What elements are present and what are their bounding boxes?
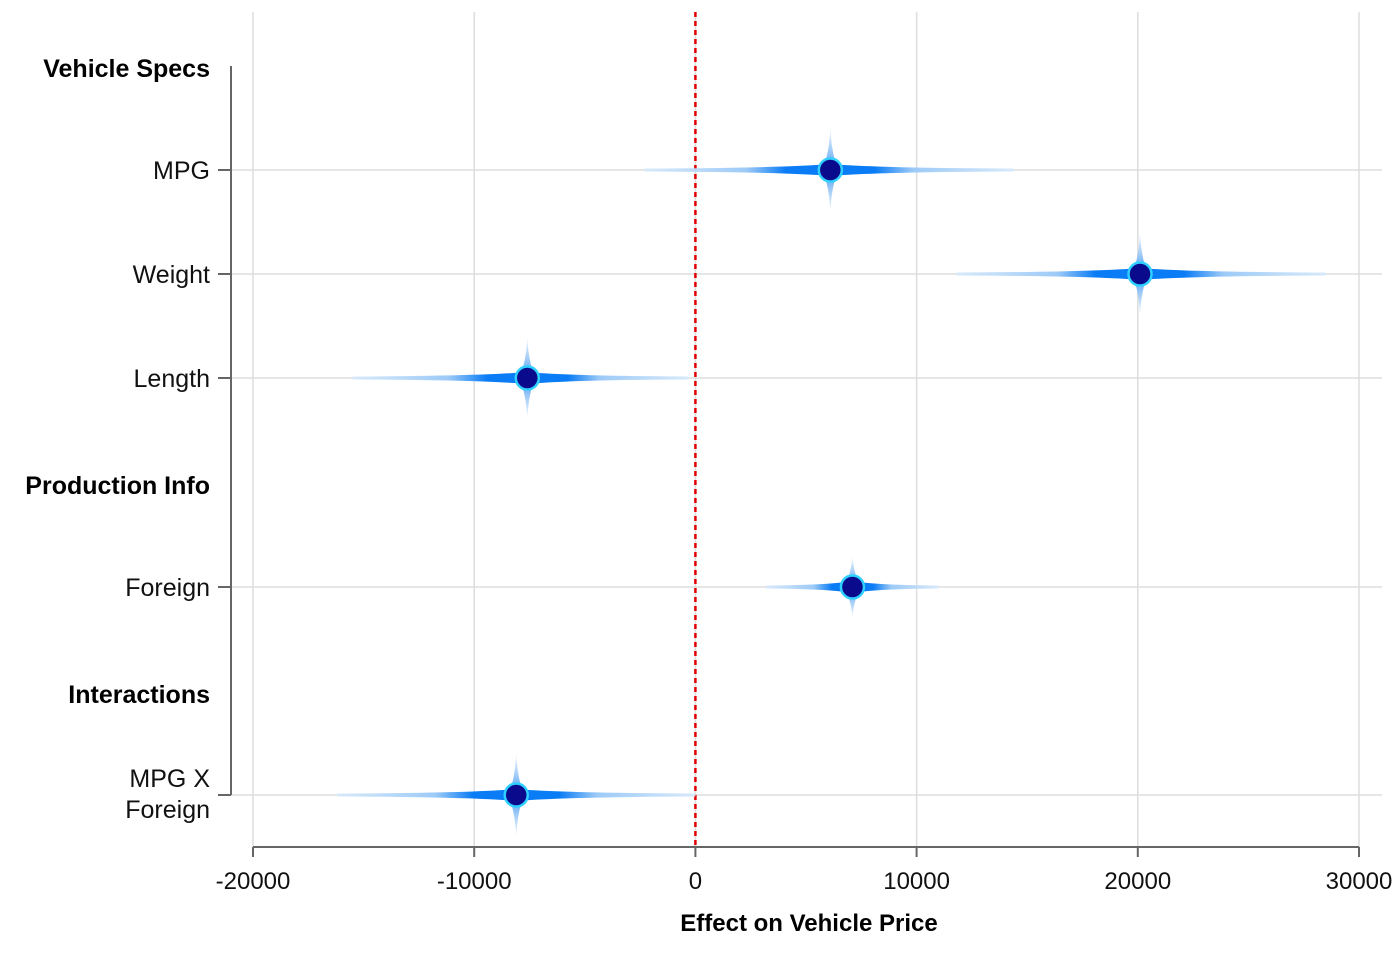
group-label: Vehicle Specs	[43, 55, 210, 83]
x-tick-label: 0	[689, 868, 702, 895]
point-estimate	[503, 782, 529, 808]
row-label-line: MPG X	[129, 765, 210, 793]
row-label: Weight	[133, 261, 210, 289]
x-tick-labels: -20000 -10000 0 10000 20000 30000	[216, 868, 1393, 895]
point-estimate	[1127, 261, 1153, 287]
point-estimate	[817, 157, 844, 183]
group-label: Production Info	[25, 472, 210, 500]
axes	[218, 66, 1360, 857]
x-tick-label: -20000	[216, 868, 291, 895]
row-label-line: Foreign	[125, 796, 210, 824]
x-tick-label: -10000	[437, 868, 512, 895]
uncertainty-bands	[337, 129, 1326, 836]
row-label: MPG	[153, 157, 210, 185]
gridlines	[231, 12, 1382, 847]
row-label: Foreign	[125, 574, 210, 602]
x-tick-label: 30000	[1326, 868, 1393, 895]
point-estimate	[839, 574, 866, 600]
point-estimate	[514, 365, 541, 391]
group-label: Interactions	[68, 681, 210, 709]
row-labels: Vehicle Specs MPG Weight Length Production I…	[25, 55, 210, 824]
point-estimates	[503, 157, 1153, 808]
x-axis-title: Effect on Vehicle Price	[680, 910, 937, 937]
x-tick-label: 10000	[883, 868, 950, 895]
row-label: Length	[134, 365, 210, 393]
row-label: MPG X Foreign	[125, 765, 210, 824]
x-tick-label: 20000	[1104, 868, 1171, 895]
